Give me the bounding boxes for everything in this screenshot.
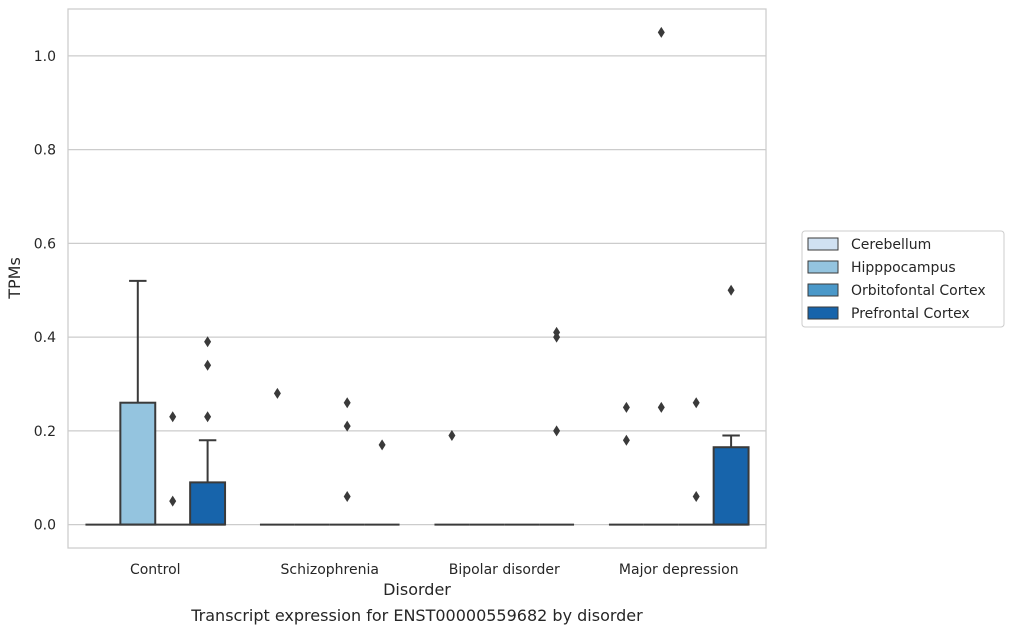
legend-swatch: [807, 283, 839, 297]
outlier-point: [692, 490, 700, 502]
outlier-point: [692, 397, 700, 409]
legend-label: Prefrontal Cortex: [851, 306, 970, 322]
box-body: [119, 401, 157, 526]
box-body: [712, 446, 750, 526]
box-1-2: [259, 387, 295, 526]
outlier-point: [553, 326, 561, 338]
y-tick-label: 0.0: [34, 518, 56, 534]
legend-swatch: [807, 306, 839, 320]
outlier-point: [343, 397, 351, 409]
box-4-2: [364, 439, 400, 526]
legend: Cerebellum Hipppocampus Orbitofontal Corte…: [801, 230, 1005, 328]
box-4-1: [189, 336, 227, 526]
legend-swatch: [807, 260, 839, 274]
outlier-point: [378, 439, 386, 451]
y-tick-label: 0.8: [34, 143, 56, 159]
box-1-3: [434, 430, 470, 526]
outlier-point: [727, 284, 735, 296]
outlier-point: [343, 490, 351, 502]
legend-swatch: [807, 237, 839, 251]
outlier-point: [622, 434, 630, 446]
box-2-4: [643, 26, 679, 526]
x-tick-label: Control: [130, 562, 181, 578]
box-body: [189, 481, 227, 526]
outlier-point: [657, 26, 665, 38]
y-tick-label: 1.0: [34, 49, 56, 65]
x-tick-label: Major depression: [619, 562, 739, 578]
y-tick-label: 0.6: [34, 236, 56, 252]
legend-frame: [801, 230, 1005, 328]
y-tick-label: 0.2: [34, 424, 56, 440]
box-plot-series: [85, 26, 750, 526]
x-tick-labels: Control Schizophrenia Bipolar disorder Majo…: [130, 562, 739, 578]
box-4-3: [539, 326, 575, 526]
y-tick-label: 0.4: [34, 330, 56, 346]
outlier-point: [448, 430, 456, 442]
outlier-point: [622, 401, 630, 413]
box-1-4: [608, 401, 644, 526]
outlier-point: [204, 336, 212, 348]
box-3-1: [155, 411, 191, 526]
box-4-4: [712, 284, 750, 526]
outlier-point: [169, 411, 177, 423]
legend-label: Orbitofontal Cortex: [851, 283, 986, 299]
outlier-point: [204, 411, 212, 423]
y-gridlines: [68, 55, 766, 526]
outlier-point: [169, 495, 177, 507]
box-2-1: [119, 279, 157, 526]
x-axis-label: Disorder: [383, 580, 451, 599]
y-tick-labels: 0.0 0.2 0.4 0.6 0.8 1.0: [34, 49, 56, 534]
x-tick-label: Bipolar disorder: [449, 562, 560, 578]
figure-caption: Transcript expression for ENST0000055968…: [191, 606, 643, 625]
plot-frame: [67, 8, 767, 549]
y-axis-label: TPMs: [5, 257, 24, 300]
outlier-point: [553, 425, 561, 437]
legend-label: Hipppocampus: [851, 260, 956, 276]
box-3-2: [329, 397, 365, 526]
outlier-point: [273, 387, 281, 399]
outlier-point: [657, 401, 665, 413]
outlier-point: [204, 359, 212, 371]
box-3-4: [678, 397, 714, 526]
x-tick-label: Schizophrenia: [281, 562, 379, 578]
outlier-point: [343, 420, 351, 432]
legend-label: Cerebellum: [851, 237, 931, 253]
